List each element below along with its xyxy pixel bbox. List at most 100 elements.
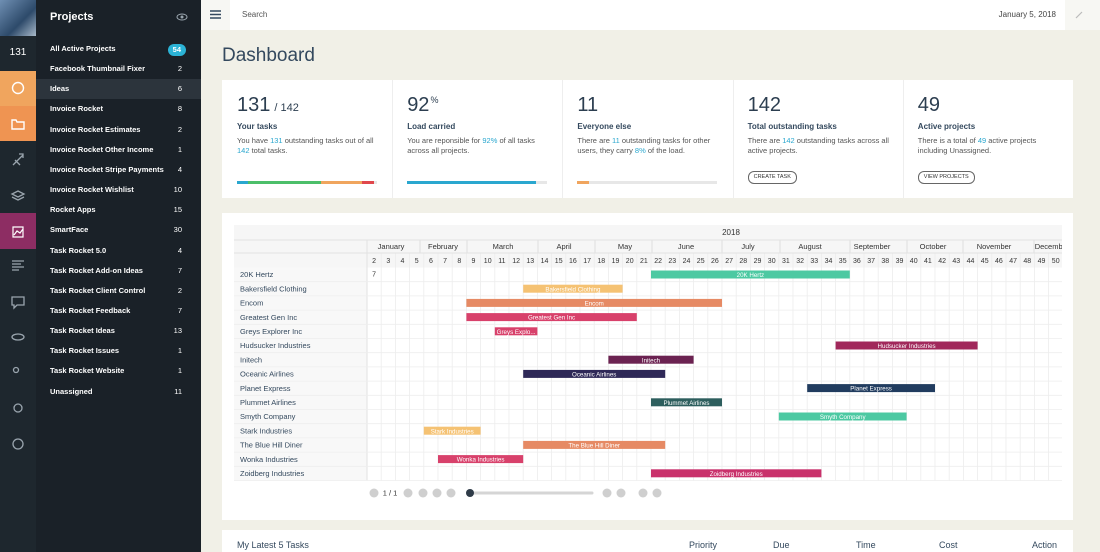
project-item[interactable]: All Active Projects 54: [36, 39, 201, 59]
pager-button[interactable]: [403, 488, 413, 498]
icon-rocket[interactable]: [12, 153, 24, 166]
gantt-bar[interactable]: [423, 426, 481, 435]
gantt-bar[interactable]: [466, 313, 637, 322]
gantt-bar[interactable]: [807, 384, 935, 393]
tasks-table-header: My Latest 5 Tasks Priority Due Time Cost Act…: [222, 530, 1073, 552]
expand-icon[interactable]: [1074, 10, 1084, 20]
project-item[interactable]: Ideas 6: [36, 79, 201, 100]
week-label: 24: [683, 258, 691, 265]
gantt-bar[interactable]: [835, 341, 978, 350]
pager-button[interactable]: [616, 488, 626, 498]
icon-rail: 131: [0, 0, 36, 552]
pager-button[interactable]: [369, 488, 379, 498]
gantt-bar[interactable]: [651, 469, 822, 478]
nav-dashboard-active[interactable]: [0, 71, 36, 106]
project-item[interactable]: Facebook Thumbnail Fixer 2: [36, 59, 201, 79]
icon-settings[interactable]: [13, 403, 23, 413]
bar-label: Planet Express: [850, 386, 892, 393]
gantt-bar[interactable]: [523, 440, 666, 449]
stats-row: 131/ 142 Your tasks You have 131 outstandi…: [222, 80, 1073, 198]
icon-users[interactable]: [12, 366, 20, 374]
gantt-bar[interactable]: [466, 298, 722, 307]
project-item[interactable]: Task Rocket Website 1: [36, 361, 201, 381]
gantt-bar[interactable]: [778, 412, 907, 421]
gantt-bar[interactable]: [494, 327, 538, 336]
project-item[interactable]: Task Rocket Add-on Ideas 7: [36, 261, 201, 281]
menu-icon[interactable]: [210, 10, 221, 19]
icon-list[interactable]: [12, 260, 24, 271]
bar-label: Encom: [585, 301, 604, 308]
action-button[interactable]: CREATE TASK: [747, 171, 797, 184]
project-item[interactable]: Invoice Rocket Other Income 1: [36, 140, 201, 160]
week-label: 20: [626, 258, 634, 265]
project-count: 7: [177, 265, 182, 275]
gantt-bar[interactable]: [438, 455, 524, 464]
project-item[interactable]: Invoice Rocket Estimates 2: [36, 120, 201, 140]
gantt-bar[interactable]: [651, 398, 722, 407]
date: January 5, 2018: [998, 10, 1056, 19]
icon-planet[interactable]: [11, 333, 25, 341]
stat-card: 142 Total outstanding tasks There are 142 …: [733, 80, 903, 198]
row-label: The Blue Hill Diner: [240, 441, 303, 450]
month-label: January: [378, 242, 405, 251]
avatar[interactable]: [0, 0, 36, 36]
gantt-bar[interactable]: [651, 270, 850, 279]
week-label: 29: [754, 258, 762, 265]
row-label: Stark Industries: [240, 426, 292, 435]
project-name: Task Rocket 5.0: [50, 245, 107, 255]
week-label: 31: [782, 258, 790, 265]
project-item[interactable]: Task Rocket Issues 1: [36, 341, 201, 361]
panel-title: Projects: [50, 11, 94, 23]
icon-layers[interactable]: [10, 190, 26, 201]
project-item[interactable]: Invoice Rocket Stripe Payments 4: [36, 160, 201, 180]
project-item[interactable]: Invoice Rocket 8: [36, 99, 201, 119]
pager-button[interactable]: [638, 488, 648, 498]
icon-gauge: [11, 81, 25, 95]
column-header: Cost: [939, 540, 958, 550]
highlight-number: 131: [270, 136, 283, 145]
zoom-handle[interactable]: [466, 489, 474, 497]
project-item[interactable]: Task Rocket Feedback 7: [36, 301, 201, 321]
project-item[interactable]: Rocket Apps 15: [36, 200, 201, 220]
week-label: 38: [881, 258, 889, 265]
project-item[interactable]: Task Rocket Client Control 2: [36, 281, 201, 301]
icon-power[interactable]: [12, 438, 24, 450]
project-item[interactable]: Task Rocket 5.0 4: [36, 241, 201, 261]
project-item[interactable]: Task Rocket Ideas 13: [36, 321, 201, 341]
pager-button[interactable]: [432, 488, 442, 498]
icon-chat[interactable]: [11, 296, 25, 310]
description-text: total tasks.: [249, 145, 288, 155]
gantt-bar[interactable]: [523, 369, 666, 378]
pager-button[interactable]: [652, 488, 662, 498]
project-name: Invoice Rocket Estimates: [50, 124, 141, 134]
row-label: Planet Express: [240, 384, 291, 393]
project-count: 1: [177, 366, 182, 376]
nav-projects-active[interactable]: [0, 106, 36, 141]
icon-chart: [12, 226, 24, 238]
gantt-bar[interactable]: [608, 355, 694, 364]
project-item[interactable]: Unassigned 11: [36, 382, 201, 402]
pager-button[interactable]: [418, 488, 428, 498]
week-label: 47: [1009, 258, 1017, 265]
bar-label: Wonka Industries: [457, 457, 505, 464]
project-name: Task Rocket Client Control: [50, 285, 146, 295]
week-label: 49: [1038, 258, 1046, 265]
gantt-bar[interactable]: [523, 284, 623, 293]
eye-icon[interactable]: [176, 12, 188, 22]
week-label: 36: [853, 258, 861, 265]
project-item[interactable]: Invoice Rocket Wishlist 10: [36, 180, 201, 200]
week-label: 42: [938, 258, 946, 265]
pager-button[interactable]: [446, 488, 456, 498]
highlight-number: 11: [612, 136, 620, 145]
pager-button[interactable]: [602, 488, 612, 498]
project-count: 2: [177, 64, 182, 74]
project-item[interactable]: SmartFace 30: [36, 220, 201, 240]
search-box[interactable]: Search: [230, 0, 1065, 30]
bar-label: Initech: [642, 357, 661, 364]
project-name: Unassigned: [50, 386, 93, 396]
action-button[interactable]: VIEW PROJECTS: [917, 171, 975, 184]
page-indicator: 1 / 1: [383, 489, 398, 498]
stat-card: 92% Load carried You are reponsible for 92…: [392, 80, 562, 198]
